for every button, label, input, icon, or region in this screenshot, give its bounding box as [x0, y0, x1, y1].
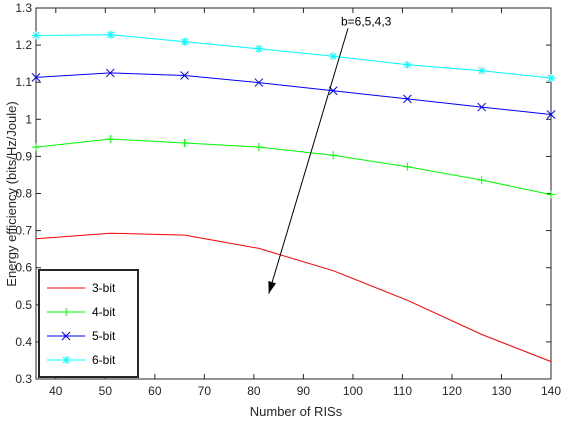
- data-point-6-bit: [547, 74, 555, 83]
- data-point-5-bit: [546, 110, 556, 119]
- legend-label-4-bit: 4-bit: [92, 305, 116, 319]
- legend-box: [38, 269, 139, 378]
- annotation-text: b=6,5,4,3: [341, 14, 392, 28]
- legend: 3-bit 4-bit 5-bit 6-bit: [38, 269, 139, 378]
- data-point-5-bit: [180, 71, 189, 80]
- data-point-6-bit: [32, 31, 40, 40]
- legend-label-3-bit: 3-bit: [92, 281, 116, 295]
- series-line-3-bit: [35, 232, 552, 363]
- legend-marker-5-bit: [61, 331, 71, 341]
- annotation-arrow-head: [268, 281, 277, 294]
- legend-label-6-bit: 6-bit: [92, 353, 116, 367]
- data-point-6-bit: [329, 52, 338, 61]
- data-point-4-bit: [106, 134, 115, 143]
- data-point-6-bit: [477, 66, 486, 75]
- y-tick-label: 0.6: [15, 261, 32, 275]
- annotation-arrow-shaft: [268, 28, 349, 294]
- x-tick-label: 60: [148, 384, 162, 398]
- legend-item-5-bit: 5-bit: [47, 329, 116, 343]
- series-line-5-bit: [35, 72, 552, 115]
- data-point-5-bit: [105, 68, 115, 78]
- x-tick-label: 130: [491, 384, 511, 398]
- y-tick-label: 1.3: [15, 1, 32, 15]
- data-point-5-bit: [31, 73, 41, 82]
- x-tick-label: 90: [297, 384, 311, 398]
- x-tick-label: 140: [541, 384, 561, 398]
- series-5-bit: [31, 68, 556, 119]
- legend-label-5-bit: 5-bit: [92, 329, 116, 343]
- series-6-bit: [32, 30, 555, 83]
- data-point-4-bit: [547, 190, 555, 199]
- data-point-6-bit: [180, 37, 189, 46]
- legend-item-6-bit: 6-bit: [47, 353, 116, 367]
- y-tick-label: 0.5: [15, 298, 32, 312]
- y-tick-label: 1.1: [15, 75, 32, 89]
- data-point-4-bit: [477, 176, 486, 185]
- y-tick-label: 0.8: [15, 187, 32, 201]
- series-3-bit: [35, 232, 552, 363]
- data-point-5-bit: [477, 102, 487, 112]
- y-tick-label: 1.2: [15, 38, 32, 52]
- data-point-6-bit: [254, 44, 263, 53]
- series-line-4-bit: [35, 138, 552, 196]
- legend-marker-4-bit: [62, 308, 70, 316]
- x-tick-label: 120: [442, 384, 462, 398]
- legend-item-4-bit: 4-bit: [47, 305, 116, 319]
- legend-item-3-bit: 3-bit: [47, 281, 116, 295]
- series-4-bit: [32, 134, 555, 199]
- y-tick-label: 1: [25, 112, 32, 126]
- data-point-4-bit: [403, 162, 412, 171]
- y-tick-label: 0.9: [15, 149, 32, 163]
- x-tick-label: 100: [343, 384, 363, 398]
- y-axis-label: Energy efficiency (bits/Hz/Joule): [4, 101, 19, 286]
- data-point-5-bit: [403, 94, 412, 104]
- data-point-4-bit: [329, 151, 338, 160]
- legend-marker-6-bit: [62, 356, 70, 364]
- x-axis-label: Number of RISs: [250, 404, 343, 419]
- data-point-6-bit: [403, 60, 412, 69]
- data-point-4-bit: [254, 143, 263, 152]
- data-point-4-bit: [32, 143, 40, 152]
- x-tick-label: 110: [393, 384, 412, 398]
- data-point-6-bit: [106, 30, 115, 39]
- series-line-6-bit: [35, 34, 552, 79]
- y-tick-label: 0.4: [15, 335, 32, 349]
- x-tick-label: 50: [99, 384, 113, 398]
- y-tick-label: 0.7: [15, 224, 32, 238]
- data-point-5-bit: [254, 78, 264, 87]
- x-tick-label: 70: [198, 384, 212, 398]
- data-point-4-bit: [180, 139, 189, 148]
- x-tick-label: 40: [49, 384, 63, 398]
- x-tick-label: 80: [247, 384, 261, 398]
- y-tick-label: 0.3: [15, 372, 32, 386]
